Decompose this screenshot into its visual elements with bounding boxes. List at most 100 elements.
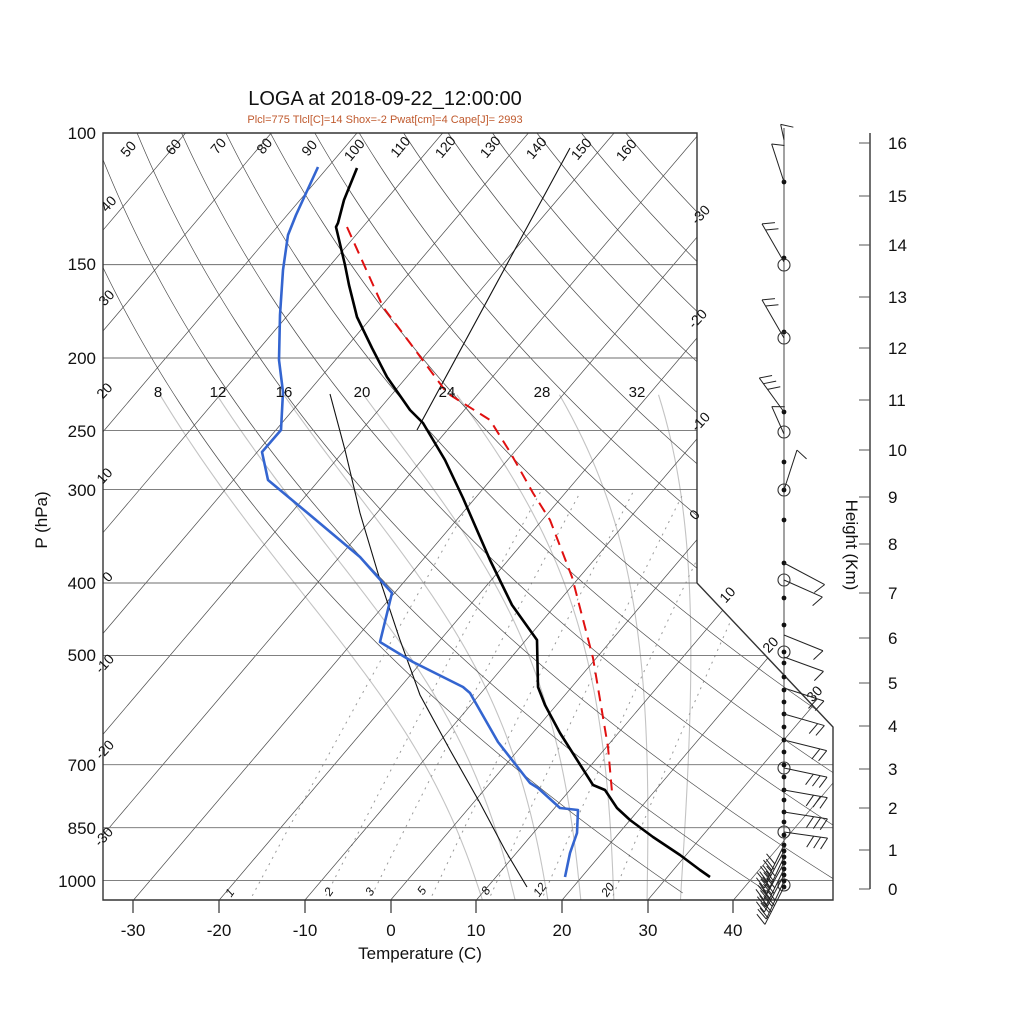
page-title: LOGA at 2018-09-22_12:00:00	[248, 88, 522, 110]
temperature-tick-label: 30	[639, 921, 658, 940]
isotherm-line	[103, 133, 701, 900]
dry-adiabat-label: 120	[432, 133, 459, 161]
wind-barb	[755, 850, 785, 889]
wind-level-circle	[777, 645, 791, 659]
wind-level-circle	[777, 878, 791, 892]
wind-level-circle	[777, 483, 791, 497]
wind-level-dot	[781, 832, 787, 838]
mixing-ratio-line	[368, 491, 581, 900]
dewpoint-curve	[260, 166, 580, 878]
isotherm-line	[0, 133, 100, 900]
pressure-tick-label: 400	[68, 574, 96, 593]
wind-level-circle	[777, 331, 791, 345]
height-tick-label: 15	[888, 187, 907, 206]
temperature-tick-label: -20	[207, 921, 232, 940]
moist-adiabat-line	[216, 394, 516, 900]
wind-barb	[783, 656, 824, 681]
mixing-ratio-line	[428, 491, 634, 900]
wind-level-circle	[777, 425, 791, 439]
isotherm-line	[0, 133, 14, 900]
mixing-ratio-line	[540, 491, 731, 900]
dry-adiabat-line	[314, 133, 833, 894]
isotherm-line	[103, 133, 443, 900]
dry-adiabat-label: 80	[253, 135, 275, 157]
mixing-ratio-line	[322, 491, 541, 900]
temperature-tick-label: -10	[293, 921, 318, 940]
height-tick-label: 1	[888, 841, 897, 860]
height-tick-label: 7	[888, 584, 897, 603]
dry-adiabat-line	[225, 133, 833, 894]
isotherm-label: 0	[686, 506, 703, 523]
wind-barb	[783, 811, 828, 830]
wind-barb	[757, 880, 785, 920]
wind-barb	[783, 634, 824, 661]
moist-adiabat-label: 20	[354, 384, 371, 401]
wind-barb	[757, 856, 785, 896]
dry-adiabat-line	[136, 133, 833, 894]
temperature-tick-label: 10	[467, 921, 486, 940]
sounding-parameters: Plcl=775 Tlcl[C]=14 Shox=-2 Pwat[cm]=4 C…	[247, 114, 523, 126]
moist-adiabat-line	[283, 394, 549, 900]
wind-barb	[761, 222, 785, 263]
pressure-tick-label: 500	[68, 646, 96, 665]
height-tick-label: 12	[888, 339, 907, 358]
pressure-tick-label: 850	[68, 819, 96, 838]
wind-level-dot	[781, 674, 787, 680]
wind-level-dot	[781, 797, 787, 803]
dry-adiabat-line	[103, 133, 683, 894]
wind-barb	[783, 449, 807, 491]
temperature-tick-label: 0	[386, 921, 395, 940]
dry-adiabat-line	[492, 133, 833, 894]
dry-adiabat-line	[581, 133, 833, 894]
parcel-curve	[346, 226, 613, 793]
dry-adiabat-label: 100	[341, 136, 368, 164]
temperature-curve	[334, 167, 711, 879]
wind-level-dot	[781, 649, 787, 655]
temperature-tick-label: 20	[553, 921, 572, 940]
isotherm-label: -20	[685, 306, 711, 332]
sounding-curves	[260, 147, 711, 888]
wind-barb	[756, 844, 785, 884]
moist-adiabat-line	[456, 394, 615, 900]
moist-adiabat-label: 8	[154, 384, 162, 401]
temperature-tick-label: 40	[724, 921, 743, 940]
mixing-ratio-line	[609, 491, 791, 900]
isotherm-line	[390, 133, 833, 900]
wind-level-dot	[781, 819, 787, 825]
moist-adiabat-label: 32	[629, 384, 646, 401]
wind-level-dot	[781, 762, 787, 768]
mixing-ratio-line	[487, 491, 685, 900]
wind-level-circle	[777, 761, 791, 775]
parcel-moist-adiabat-line	[329, 393, 528, 888]
height-tick-label: 2	[888, 799, 897, 818]
isotherm-label: 0	[99, 568, 116, 585]
moist-adiabat-line	[658, 394, 692, 900]
mixing-ratio-label: 2	[320, 885, 336, 900]
frame-outline	[102, 132, 834, 901]
wind-level-dot	[781, 774, 787, 780]
plot-frame	[102, 132, 834, 901]
wind-barb	[783, 579, 823, 607]
dry-adiabat-label: 90	[298, 137, 320, 159]
isotherm-label: 40	[97, 192, 119, 214]
pressure-tick-label: 200	[68, 349, 96, 368]
dry-adiabat-line	[403, 133, 833, 894]
isotherm-line	[133, 133, 786, 900]
wind-barb	[783, 687, 825, 711]
pressure-tick-label: 700	[68, 756, 96, 775]
isotherm-label: -30	[688, 202, 714, 228]
moist-adiabat-label: 16	[276, 384, 293, 401]
wind-level-dot	[781, 622, 787, 628]
dry-adiabat-label: 150	[568, 135, 595, 163]
mixing-ratio-line	[248, 491, 477, 900]
dry-adiabat-label: 110	[387, 133, 414, 161]
isotherm-line	[103, 133, 529, 900]
wind-barb	[755, 874, 785, 913]
wind-barb	[756, 868, 785, 908]
height-tick-label: 6	[888, 629, 897, 648]
isotherm-line	[103, 133, 186, 900]
dry-adiabat-line	[358, 133, 833, 894]
wind-barb	[783, 739, 828, 762]
isotherm-line	[304, 133, 833, 900]
wind-level-circle	[777, 258, 791, 272]
